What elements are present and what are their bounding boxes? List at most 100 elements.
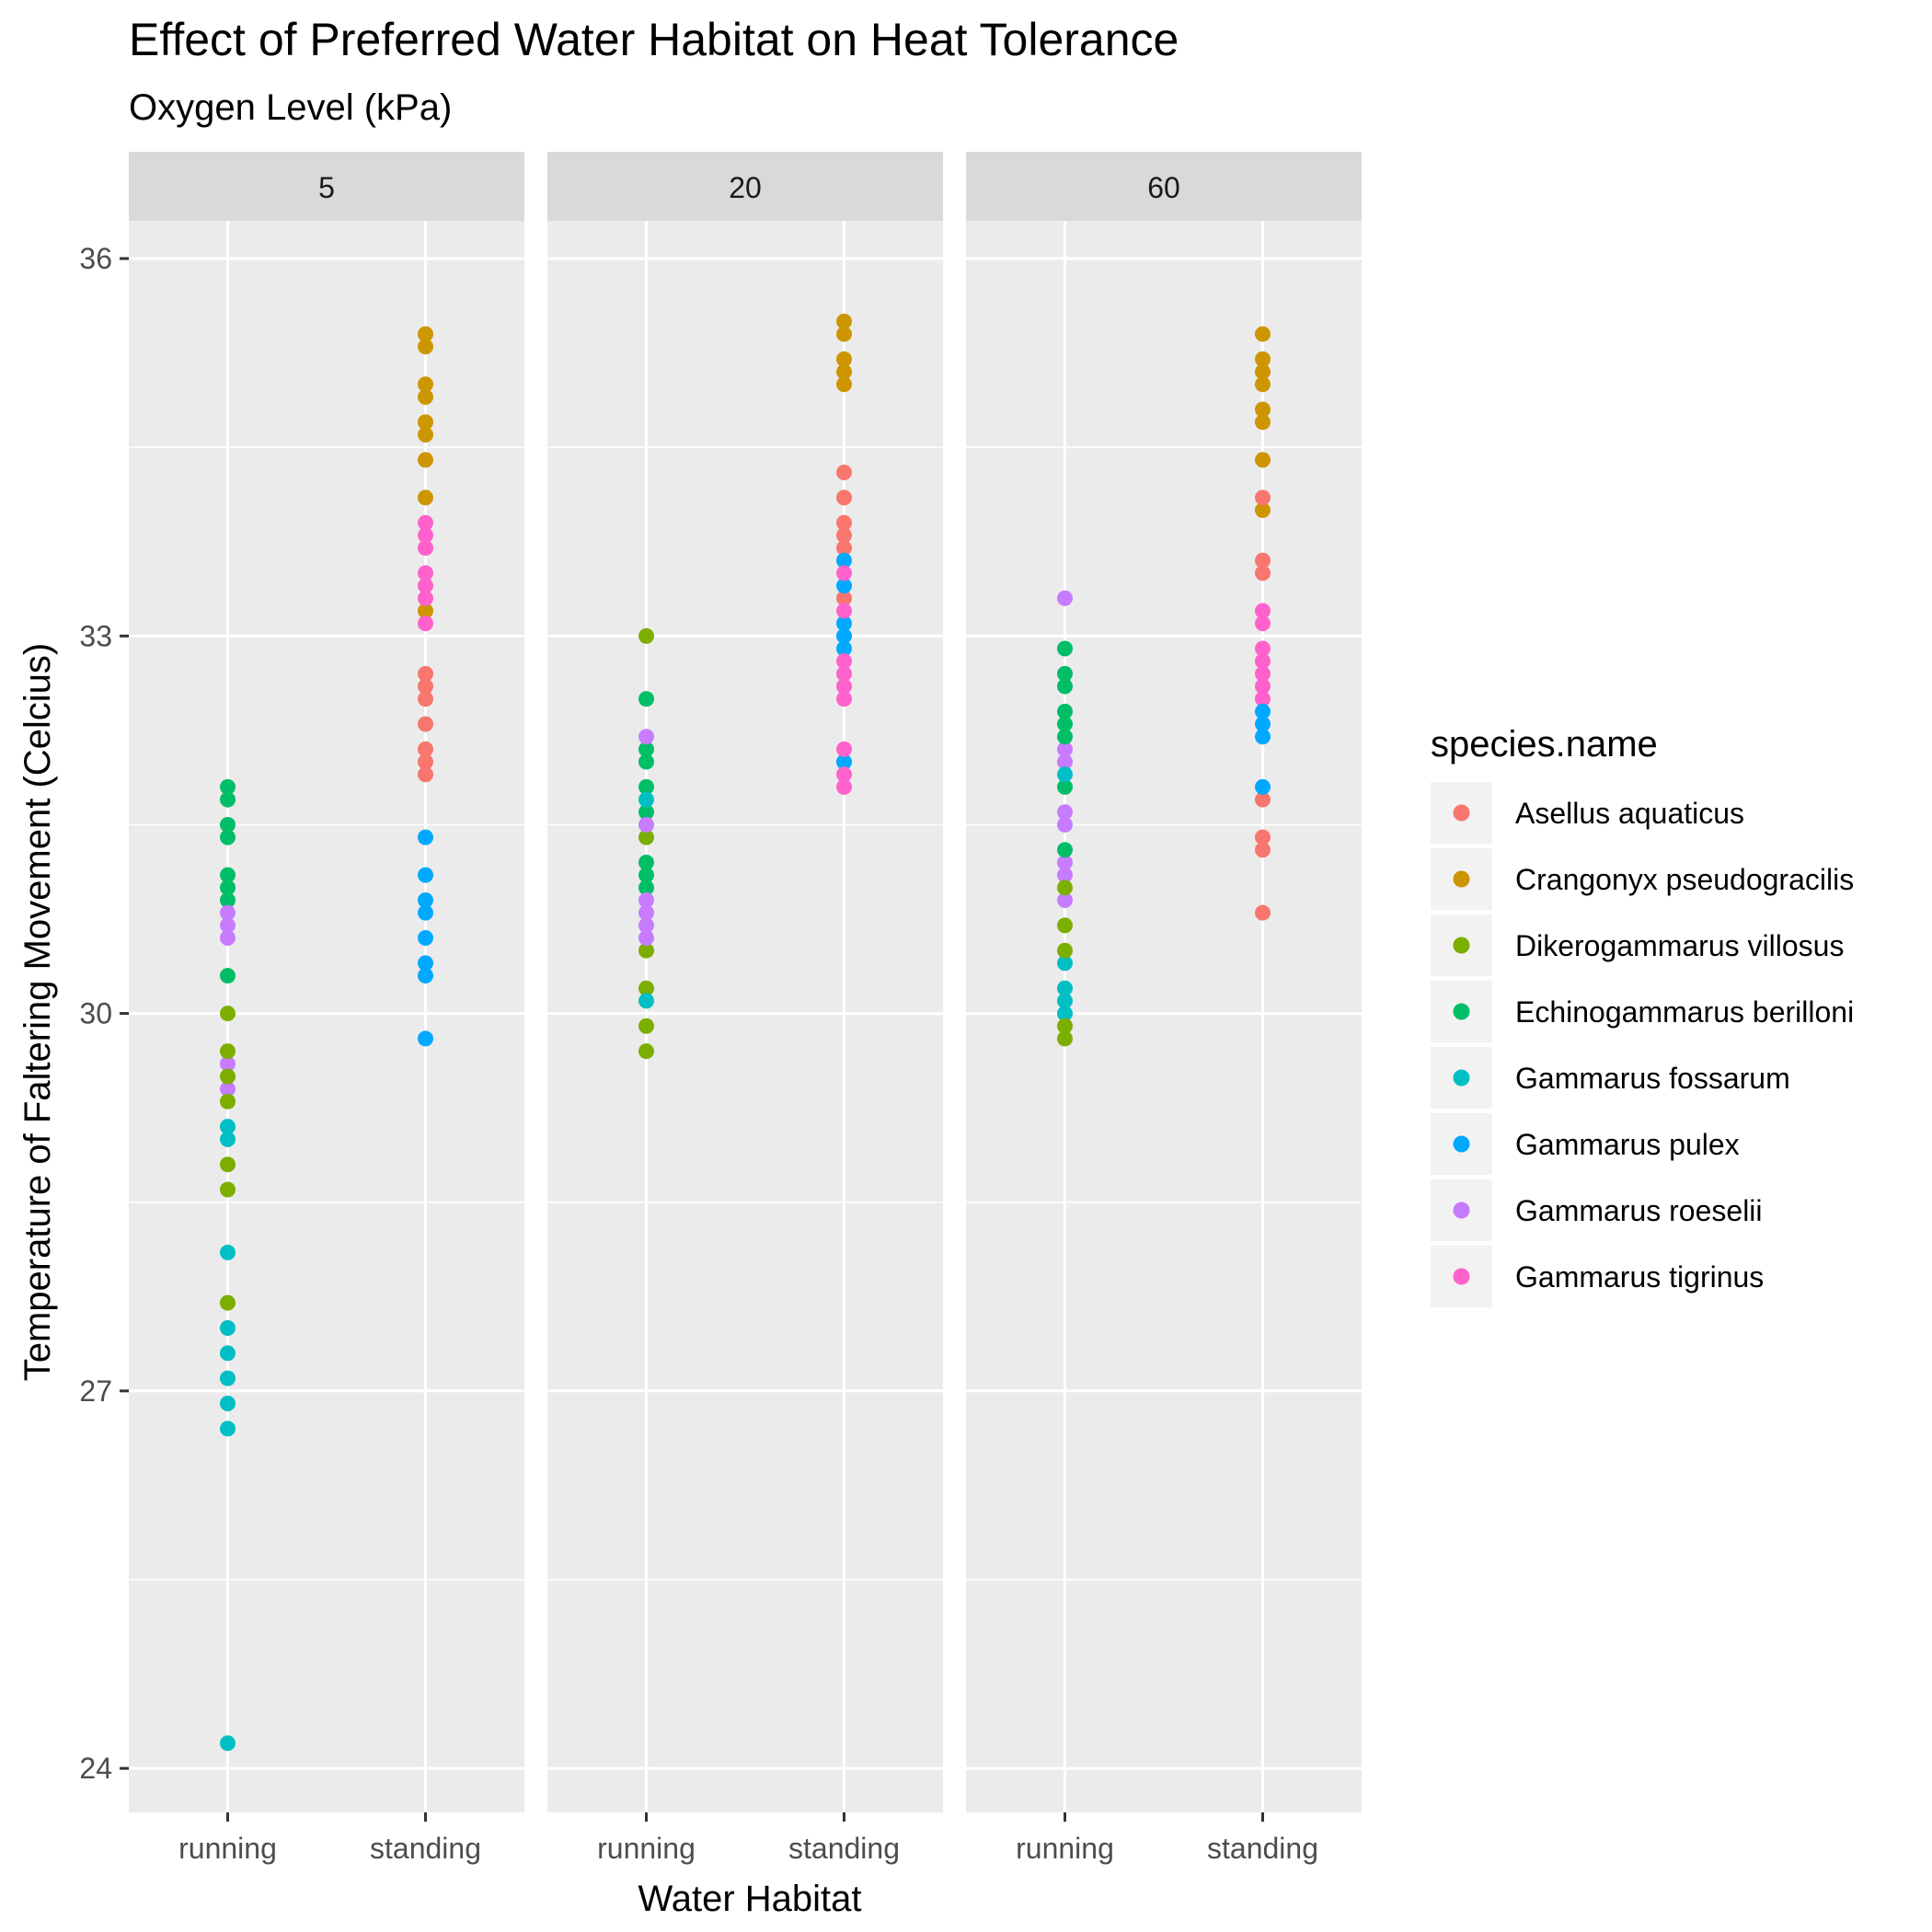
series-60-standing-gammarus-tigrinus xyxy=(1255,603,1271,707)
legend: species.name Asellus aquaticus Crangonyx … xyxy=(1431,724,1854,1307)
data-point xyxy=(638,816,654,833)
series-5-standing-crangonyx-pseudogracilis xyxy=(418,326,433,619)
data-point xyxy=(638,904,654,921)
data-point xyxy=(1255,376,1271,393)
data-point xyxy=(220,1119,236,1135)
series-60-standing-crangonyx-pseudogracilis xyxy=(1255,326,1271,519)
data-point xyxy=(418,326,433,342)
data-point xyxy=(1255,603,1271,619)
data-point xyxy=(1255,729,1271,745)
data-point xyxy=(836,753,852,770)
data-point xyxy=(1057,867,1073,883)
data-point xyxy=(220,917,236,934)
data-point xyxy=(1255,640,1271,657)
series-20-standing-gammarus-tigrinus xyxy=(836,565,852,795)
legend-entry-crangonyx-pseudogracilis: Crangonyx pseudogracilis xyxy=(1431,848,1854,910)
data-point xyxy=(418,452,433,468)
data-point xyxy=(836,627,852,644)
data-point xyxy=(836,514,852,531)
data-point xyxy=(1255,489,1271,506)
legend-key-point xyxy=(1453,870,1470,888)
data-point xyxy=(418,741,433,757)
data-point xyxy=(418,540,433,557)
data-point xyxy=(836,552,852,569)
data-point xyxy=(418,891,433,908)
data-point xyxy=(836,326,852,342)
data-point xyxy=(638,804,654,821)
data-point xyxy=(220,778,236,795)
y-tick-label: 24 xyxy=(79,1752,112,1785)
data-point xyxy=(836,313,852,329)
data-point xyxy=(418,968,433,984)
series-20-running-dikerogammarus-villosus xyxy=(638,627,654,1060)
data-point xyxy=(220,829,236,845)
legend-key-point xyxy=(1453,1268,1470,1285)
data-point xyxy=(1057,590,1073,606)
legend-label: Echinogammarus berilloni xyxy=(1515,995,1854,1029)
data-point xyxy=(1255,414,1271,431)
data-point xyxy=(1255,552,1271,569)
chart-title: Effect of Preferred Water Habitat on Hea… xyxy=(129,14,1179,65)
panel-background xyxy=(966,221,1362,1812)
data-point xyxy=(638,942,654,959)
series-5-standing-gammarus-pulex xyxy=(418,829,433,1047)
data-point xyxy=(638,791,654,808)
facet-panels: 5 running standing 20 running standing 60 runni… xyxy=(129,152,1362,1865)
data-point xyxy=(220,816,236,833)
legend-key-point xyxy=(1453,1069,1470,1087)
data-point xyxy=(220,1043,236,1060)
data-point xyxy=(638,867,654,883)
series-5-running-echinogammarus-berilloni xyxy=(220,778,236,984)
series-60-running-echinogammarus-berilloni xyxy=(1057,640,1073,858)
data-point xyxy=(1057,766,1073,783)
x-tick-label: standing xyxy=(370,1832,481,1865)
data-point xyxy=(220,930,236,947)
data-point xyxy=(1255,703,1271,719)
data-point xyxy=(1057,741,1073,757)
series-20-standing-crangonyx-pseudogracilis xyxy=(836,313,852,393)
series-20-running-echinogammarus-berilloni xyxy=(638,691,654,896)
data-point xyxy=(1255,791,1271,808)
data-point xyxy=(836,603,852,619)
legend-key-point xyxy=(1453,804,1470,822)
legend-label: Asellus aquaticus xyxy=(1515,797,1744,830)
data-point xyxy=(1255,326,1271,342)
x-tick-label: standing xyxy=(788,1832,900,1865)
data-point xyxy=(220,891,236,908)
series-20-running-gammarus-fossarum xyxy=(638,791,654,1009)
data-point xyxy=(1057,678,1073,695)
data-point xyxy=(1255,778,1271,795)
data-point xyxy=(418,414,433,431)
legend-label: Gammarus fossarum xyxy=(1515,1062,1790,1095)
data-point xyxy=(220,1396,236,1412)
data-point xyxy=(836,565,852,581)
legend-title: species.name xyxy=(1431,724,1658,765)
data-point xyxy=(418,930,433,947)
data-point xyxy=(1057,716,1073,732)
facet-panel-20: 20 running standing xyxy=(547,152,943,1865)
data-point xyxy=(638,1043,654,1060)
data-point xyxy=(1057,891,1073,908)
y-tick-label: 27 xyxy=(79,1374,112,1408)
series-60-standing-gammarus-pulex xyxy=(1255,703,1271,795)
data-point xyxy=(418,665,433,682)
chart-subtitle: Oxygen Level (kPa) xyxy=(129,87,452,128)
x-axis-title: Water Habitat xyxy=(638,1879,861,1919)
data-point xyxy=(418,615,433,632)
legend-key-point xyxy=(1453,1003,1470,1020)
data-point xyxy=(836,376,852,393)
data-point xyxy=(836,766,852,783)
data-point xyxy=(836,615,852,632)
data-point xyxy=(638,778,654,795)
data-point xyxy=(1255,401,1271,418)
series-20-standing-asellus-aquaticus xyxy=(836,465,852,606)
legend-label: Crangonyx pseudogracilis xyxy=(1515,863,1854,896)
data-point xyxy=(1057,880,1073,896)
data-point xyxy=(1057,665,1073,682)
data-point xyxy=(836,678,852,695)
data-point xyxy=(418,514,433,531)
data-point xyxy=(1057,778,1073,795)
data-point xyxy=(418,691,433,707)
data-point xyxy=(220,1093,236,1110)
